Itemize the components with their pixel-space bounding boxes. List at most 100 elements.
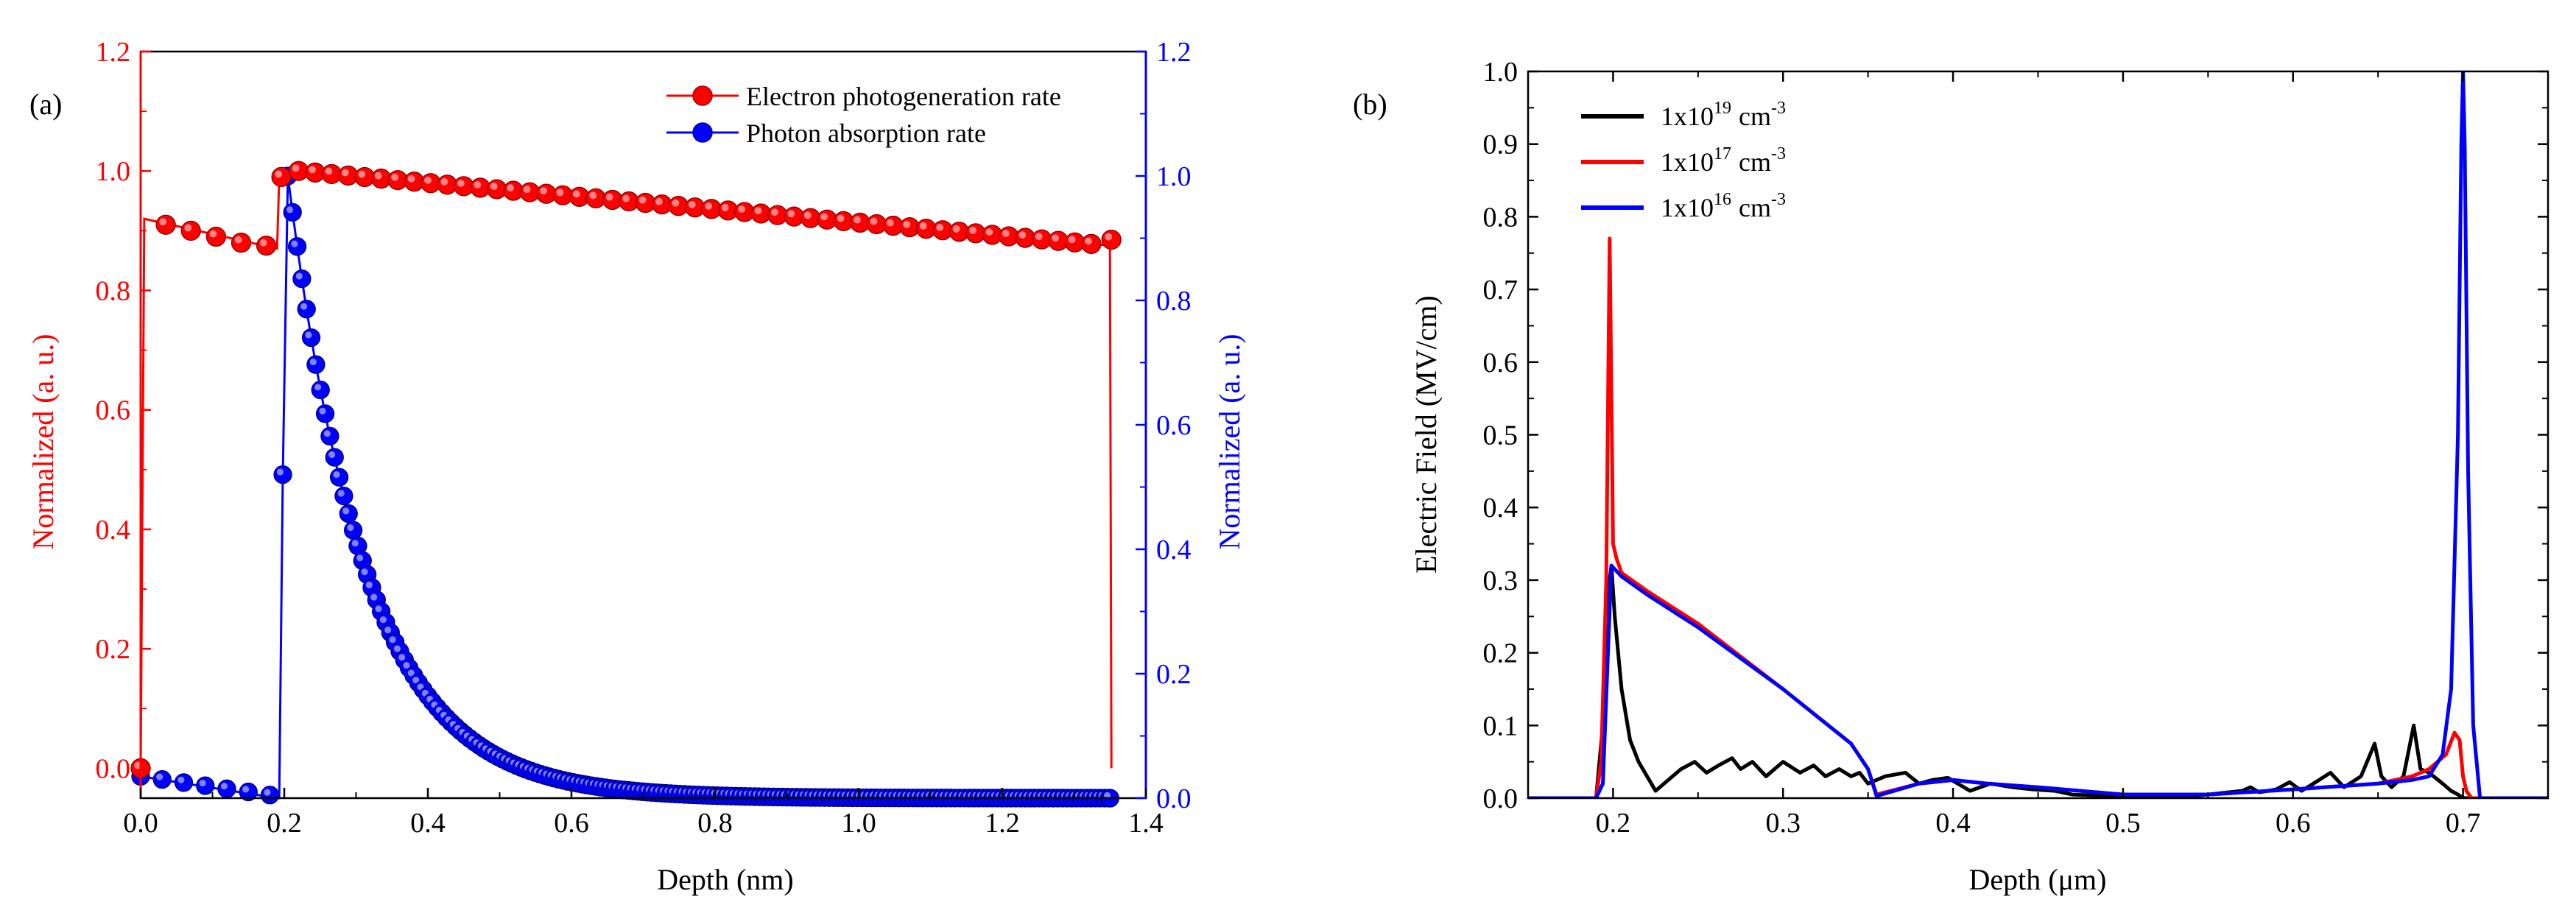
electron-photogeneration-marker-highlight <box>787 210 795 218</box>
electron-photogeneration-marker-highlight <box>622 194 630 202</box>
electron-photogeneration-marker-highlight <box>490 183 498 191</box>
photon-absorption-marker-body <box>196 776 215 795</box>
photon-absorption-marker-highlight <box>309 358 317 366</box>
electron-photogeneration-marker <box>784 206 804 227</box>
photon-absorption-marker-highlight <box>276 468 284 476</box>
panel-b-y-tick-label: 0.2 <box>1483 638 1518 669</box>
electron-photogeneration-marker <box>965 223 986 244</box>
panel-a-left-tick-label: 0.0 <box>96 753 131 784</box>
photon-absorption-marker <box>325 448 344 467</box>
electron-photogeneration-marker-highlight <box>820 213 828 221</box>
legend-marker-electron <box>692 85 713 106</box>
panel-a-right-tick-label: 0.2 <box>1156 659 1192 690</box>
photon-absorption-marker-highlight <box>361 568 368 576</box>
electron-photogeneration-marker <box>734 202 755 222</box>
panel-a-x-tick-label: 1.4 <box>1128 808 1164 839</box>
electron-photogeneration-marker <box>750 203 772 224</box>
panel-a-left-tick-label: 1.0 <box>96 156 131 187</box>
photon-absorption-marker <box>287 237 307 256</box>
photon-absorption-marker <box>301 328 321 348</box>
photon-absorption-marker <box>339 504 358 524</box>
legend-item-electron-photogeneration: Electron photogeneration rate <box>666 82 1061 111</box>
photon-absorption-marker-highlight <box>220 783 228 790</box>
electron-photogeneration-marker-body <box>256 235 277 256</box>
electron-photogeneration-marker-body <box>271 166 292 188</box>
photon-absorption-marker-body <box>287 237 307 256</box>
panel-a-left-tick-label: 0.8 <box>96 275 131 306</box>
electron-photogeneration-marker-highlight <box>184 224 192 232</box>
panel-a-plot-frame <box>139 50 1147 800</box>
electron-photogeneration-marker-highlight <box>209 230 217 238</box>
electron-photogeneration-marker <box>230 232 252 253</box>
panel-b-y-tick-label: 0.9 <box>1483 130 1518 161</box>
photon-absorption-marker-body <box>315 404 335 423</box>
electron-photogeneration-marker-highlight <box>638 196 647 204</box>
electron-photogeneration-marker-highlight <box>936 223 944 231</box>
electron-photogeneration-marker <box>354 166 375 188</box>
panel-a-left-axis-label: Normalized (a. u.) <box>27 334 60 549</box>
electron-photogeneration-marker-highlight <box>309 166 316 174</box>
electron-photogeneration-marker <box>949 222 970 242</box>
electron-photogeneration-marker <box>536 183 557 204</box>
electron-photogeneration-marker <box>256 235 277 256</box>
panel-a: (a) 0.0 0.2 0.4 0.6 0.8 1.0 1.2 1.40.00.20.40.6… <box>27 37 1246 896</box>
electron-photogeneration-marker <box>387 169 408 191</box>
panel-b-axes: 0.2 0.3 0.4 0.5 0.6 0.7 0.0 0.1 0.2 0.3 0.4 0.5 0.6 0… <box>1483 57 2549 839</box>
photon-absorption-marker-body <box>301 328 321 348</box>
photon-absorption-marker <box>315 404 335 423</box>
electron-photogeneration-marker <box>454 176 474 197</box>
panel-b-x-axis-label: Depth (μm) <box>1969 863 2107 896</box>
panel-a-x-axis-label: Depth (nm) <box>657 863 794 896</box>
legend-item-1e17: 1x1017 cm-3 <box>1581 144 1786 177</box>
panel-b-legend: 1x1019 cm-3 1x1017 cm-3 1x1016 cm-3 <box>1581 99 1786 222</box>
photon-absorption-marker <box>343 521 363 540</box>
electron-photogeneration-marker <box>305 162 325 183</box>
photon-absorption-marker <box>196 776 215 795</box>
electron-photogeneration-marker-highlight <box>1002 230 1010 238</box>
photon-absorption-marker <box>152 770 172 789</box>
electron-photogeneration-marker-highlight <box>159 218 167 226</box>
electron-photogeneration-marker-body <box>1101 229 1122 250</box>
photon-absorption-marker <box>311 380 330 400</box>
photon-absorption-marker-highlight <box>379 616 387 624</box>
photon-absorption-marker-highlight <box>365 581 373 588</box>
panel-b: (b) 0.2 0.3 0.4 0.5 0.6 0.7 0.0 0.1 0.2 0.3 0.4 0.5… <box>1353 57 2549 896</box>
electron-photogeneration-marker-highlight <box>424 176 432 184</box>
electron-photogeneration-marker <box>668 196 689 216</box>
legend-label-1e17: 1x1017 cm-3 <box>1661 144 1786 177</box>
electron-photogeneration-marker <box>899 216 920 238</box>
electron-photogeneration-marker-highlight <box>374 172 382 180</box>
electron-photogeneration-marker-highlight <box>985 228 993 236</box>
electron-photogeneration-marker-highlight <box>391 173 399 181</box>
panel-a-left-tick-label: 0.6 <box>96 395 131 426</box>
panel-a-x-tick-label: 0.6 <box>554 808 589 839</box>
panel-a-right-tick-label: 0.6 <box>1156 410 1192 441</box>
photon-absorption-marker <box>348 536 367 556</box>
photon-absorption-marker-highlight <box>323 430 331 437</box>
photon-absorption-marker-highlight <box>389 636 396 644</box>
electron-photogeneration-marker-highlight <box>275 170 283 178</box>
electron-photogeneration-marker-highlight <box>341 169 349 177</box>
panel-b-y-tick-label: 0.1 <box>1483 711 1518 741</box>
photon-absorption-marker-body <box>152 770 172 789</box>
photon-absorption-marker-highlight <box>337 490 345 497</box>
panel-b-y-tick-label: 0.3 <box>1483 565 1518 596</box>
photon-absorption-marker <box>174 773 194 792</box>
electron-photogeneration-marker <box>701 199 722 219</box>
photon-absorption-marker <box>239 782 258 802</box>
photon-absorption-marker-body <box>174 773 194 792</box>
panel-b-x-tick-label: 0.6 <box>2276 808 2311 839</box>
photon-absorption-marker <box>334 486 353 506</box>
electron-photogeneration-marker-highlight <box>234 236 242 244</box>
electron-photogeneration-marker-highlight <box>589 191 597 200</box>
photon-absorption-marker-highlight <box>351 540 359 547</box>
photon-absorption-marker-highlight <box>393 645 401 652</box>
electron-photogeneration-marker-highlight <box>870 217 878 225</box>
photon-absorption-marker-highlight <box>156 773 163 780</box>
electron-photogeneration-marker-highlight <box>854 216 861 224</box>
panel-a-label: (a) <box>29 88 62 121</box>
photon-absorption-marker-highlight <box>295 272 303 280</box>
electron-photogeneration-marker <box>519 182 541 202</box>
electron-photogeneration-marker-highlight <box>754 207 762 215</box>
photon-absorption-marker <box>297 300 316 319</box>
